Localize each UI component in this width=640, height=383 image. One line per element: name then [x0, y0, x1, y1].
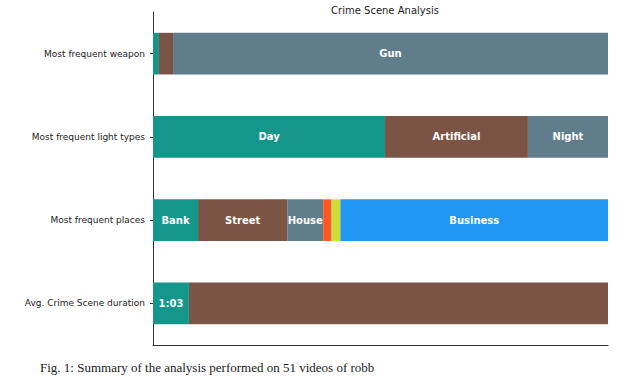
svg-text:Street: Street: [225, 215, 260, 226]
svg-text:Most frequent light types: Most frequent light types: [32, 132, 146, 142]
svg-text:Bank: Bank: [161, 215, 189, 226]
svg-text:Crime Scene Analysis: Crime Scene Analysis: [331, 5, 439, 16]
svg-text:Most frequent places: Most frequent places: [50, 215, 145, 225]
svg-text:Artificial: Artificial: [433, 131, 481, 142]
svg-text:1:03: 1:03: [159, 298, 184, 309]
svg-text:Business: Business: [449, 215, 499, 226]
svg-text:Avg. Crime Scene duration: Avg. Crime Scene duration: [25, 298, 145, 308]
svg-text:Most frequent weapon: Most frequent weapon: [44, 49, 145, 59]
svg-text:Night: Night: [553, 131, 584, 142]
svg-text:House: House: [288, 215, 323, 226]
svg-text:Day: Day: [258, 131, 280, 142]
svg-text:Fig. 1: Summary of the analysi: Fig. 1: Summary of the analysis performe…: [40, 360, 374, 375]
svg-text:Gun: Gun: [379, 48, 401, 59]
